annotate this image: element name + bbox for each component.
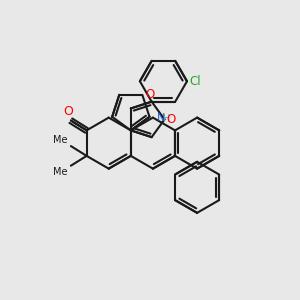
Text: O: O xyxy=(145,88,154,101)
Text: H: H xyxy=(163,114,171,124)
Text: N: N xyxy=(157,112,165,123)
Text: Cl: Cl xyxy=(189,75,201,88)
Text: Me: Me xyxy=(53,167,68,177)
Text: Me: Me xyxy=(53,135,68,145)
Text: O: O xyxy=(63,105,73,118)
Text: O: O xyxy=(167,113,176,126)
